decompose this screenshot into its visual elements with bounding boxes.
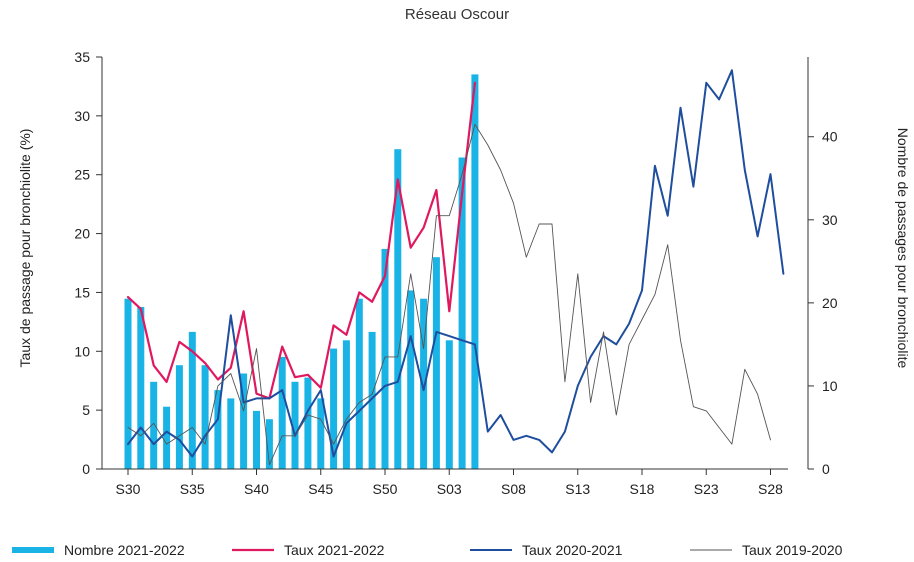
y-axis-right-title: Nombre de passages pour bronchiolite: [895, 128, 911, 369]
line-series-taux-2019-2020: [127, 123, 771, 466]
x-axis-tick-label: S13: [565, 481, 590, 497]
x-axis-tick-label: S23: [694, 481, 719, 497]
x-axis-tick-label: S35: [180, 481, 205, 497]
bar: [458, 157, 466, 469]
bar: [317, 398, 325, 469]
legend: Nombre 2021-2022 Taux 2021-2022 Taux 2020-…: [12, 542, 843, 558]
bar: [355, 298, 363, 469]
axes: 0 5 10 15 20 25 30 35 0 10 20 30 40 S30 S35 S40 S45 S50 S0…: [74, 49, 837, 497]
x-axis-tick-label: S30: [116, 481, 141, 497]
y-axis-left-tick-label: 15: [74, 284, 90, 300]
x-axis-tick-label: S03: [437, 481, 462, 497]
y-axis-left-tick-label: 25: [74, 167, 90, 183]
bar-series: [124, 74, 479, 470]
bar: [175, 365, 183, 469]
x-axis-tick-label: S08: [501, 481, 526, 497]
y-axis-left-tick-label: 0: [82, 461, 90, 477]
y-axis-right-tick-label: 40: [822, 129, 838, 145]
x-axis-tick-label: S18: [630, 481, 655, 497]
bar: [265, 419, 273, 469]
bar: [407, 290, 415, 469]
bar: [471, 74, 479, 470]
bar: [240, 373, 248, 469]
bar: [278, 356, 286, 469]
bar: [124, 298, 132, 469]
y-axis-left-tick-label: 5: [82, 402, 90, 418]
x-axis-tick-label: S28: [758, 481, 783, 497]
y-axis-right-tick-label: 20: [822, 295, 838, 311]
line-series-taux-2020-2021: [127, 69, 785, 458]
y-axis-left-title: Taux de passage pour bronchiolite (%): [17, 129, 33, 368]
y-axis-left-tick-label: 30: [74, 108, 90, 124]
bar: [188, 331, 196, 469]
bar: [214, 390, 222, 469]
y-axis-right-tick-label: 10: [822, 378, 838, 394]
x-axis-tick-label: S45: [308, 481, 333, 497]
bar: [330, 348, 338, 469]
legend-label: Taux 2020-2021: [522, 542, 623, 558]
bar: [394, 149, 402, 469]
y-axis-left-tick-label: 10: [74, 343, 90, 359]
y-axis-left-tick-label: 20: [74, 226, 90, 242]
legend-label: Taux 2019-2020: [742, 542, 843, 558]
x-axis-tick-label: S40: [244, 481, 269, 497]
bar: [432, 257, 440, 469]
bar: [304, 377, 312, 469]
chart-title: Réseau Oscour: [404, 6, 510, 23]
bar: [445, 340, 453, 470]
bar: [291, 381, 299, 469]
line-series-group: [126, 69, 785, 466]
bar: [227, 398, 235, 469]
bar: [150, 381, 158, 469]
bar: [342, 340, 350, 470]
x-axis-tick-label: S50: [373, 481, 398, 497]
y-axis-left-tick-label: 35: [74, 49, 90, 65]
bar: [201, 365, 209, 469]
line-series-taux-2021-2022: [126, 81, 476, 400]
legend-swatch: [12, 547, 54, 553]
legend-label: Taux 2021-2022: [284, 542, 385, 558]
bar: [420, 298, 428, 469]
y-axis-right-tick-label: 30: [822, 212, 838, 228]
bar: [253, 410, 260, 469]
legend-label: Nombre 2021-2022: [64, 542, 185, 558]
y-axis-right-tick-label: 0: [822, 461, 830, 477]
bar: [368, 331, 376, 469]
bar: [163, 406, 171, 469]
bar: [137, 307, 145, 469]
bar: [381, 248, 389, 469]
